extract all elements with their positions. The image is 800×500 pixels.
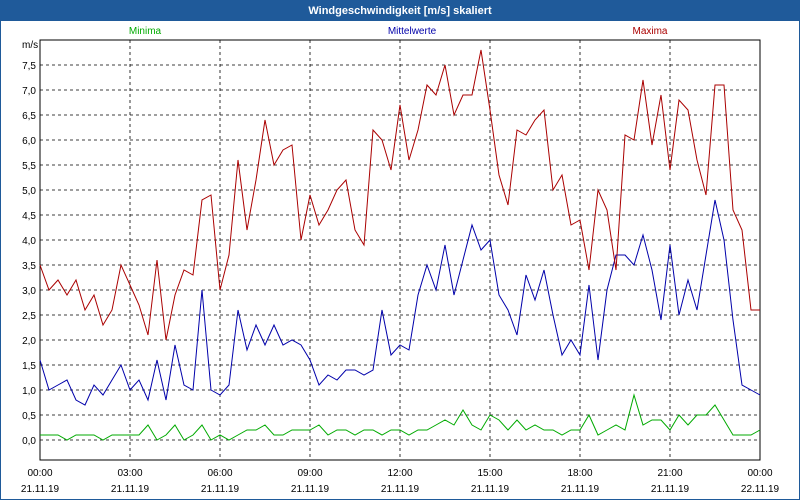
y-tick-label: 5,5 bbox=[22, 161, 36, 172]
x-tick-date: 21.11.19 bbox=[561, 484, 600, 495]
legend-mittelwerte: Mittelwerte bbox=[388, 26, 437, 37]
series-lines bbox=[39, 49, 761, 441]
series-line-maxima bbox=[39, 49, 760, 341]
y-tick-label: 0,0 bbox=[22, 436, 36, 447]
y-tick-label: 6,5 bbox=[22, 111, 36, 122]
series-line-minima bbox=[40, 393, 761, 441]
x-tick-labels: 00:00 21.11.19 03:00 21.11.19 06:00 21.11.19 0… bbox=[21, 468, 780, 495]
y-tick-label: 5,0 bbox=[22, 186, 36, 197]
y-tick-label: 3,5 bbox=[22, 261, 36, 272]
axes bbox=[39, 39, 761, 461]
x-tick-time: 00:00 bbox=[27, 468, 52, 479]
x-tick-date: 21.11.19 bbox=[291, 484, 330, 495]
y-tick-label: 7,0 bbox=[22, 86, 36, 97]
x-tick-time: 15:00 bbox=[477, 468, 502, 479]
x-tick-time: 18:00 bbox=[567, 468, 592, 479]
legend-minima: Minima bbox=[129, 26, 162, 37]
x-tick-date: 21.11.19 bbox=[651, 484, 690, 495]
y-tick-label: 3,0 bbox=[22, 286, 36, 297]
y-tick-label: 7,5 bbox=[22, 61, 36, 72]
y-tick-label: 2,5 bbox=[22, 311, 36, 322]
y-tick-label: 1,0 bbox=[22, 386, 36, 397]
y-axis-unit: m/s bbox=[22, 40, 38, 51]
y-tick-label: 6,0 bbox=[22, 136, 36, 147]
x-tick-time: 06:00 bbox=[207, 468, 232, 479]
x-tick-date: 21.11.19 bbox=[471, 484, 510, 495]
x-tick-date: 21.11.19 bbox=[381, 484, 420, 495]
legend: Minima Mittelwerte Maxima bbox=[129, 26, 668, 37]
x-tick-time: 00:00 bbox=[747, 468, 772, 479]
y-tick-label: 4,5 bbox=[22, 211, 36, 222]
series-line-mittelwerte bbox=[39, 199, 761, 406]
y-tick-label: 0,5 bbox=[22, 411, 36, 422]
x-tick-time: 09:00 bbox=[297, 468, 322, 479]
window-title: Windgeschwindigkeit [m/s] skaliert bbox=[1, 1, 799, 21]
plot-frame bbox=[39, 39, 761, 461]
legend-maxima: Maxima bbox=[632, 26, 667, 37]
x-tick-date: 21.11.19 bbox=[201, 484, 240, 495]
y-tick-labels: 0,0 0,5 1,0 1,5 2,0 2,5 3,0 3,5 4,0 4,5 5,0 5,5 6,0 6… bbox=[22, 61, 36, 447]
x-tick-date: 21.11.19 bbox=[111, 484, 150, 495]
x-tick-date: 22.11.19 bbox=[741, 484, 780, 495]
x-tick-time: 21:00 bbox=[657, 468, 682, 479]
grid bbox=[40, 40, 760, 460]
y-tick-label: 4,0 bbox=[22, 236, 36, 247]
x-tick-time: 12:00 bbox=[387, 468, 412, 479]
y-tick-label: 2,0 bbox=[22, 336, 36, 347]
y-tick-label: 1,5 bbox=[22, 361, 36, 372]
x-tick-date: 21.11.19 bbox=[21, 484, 60, 495]
x-tick-time: 03:00 bbox=[117, 468, 142, 479]
